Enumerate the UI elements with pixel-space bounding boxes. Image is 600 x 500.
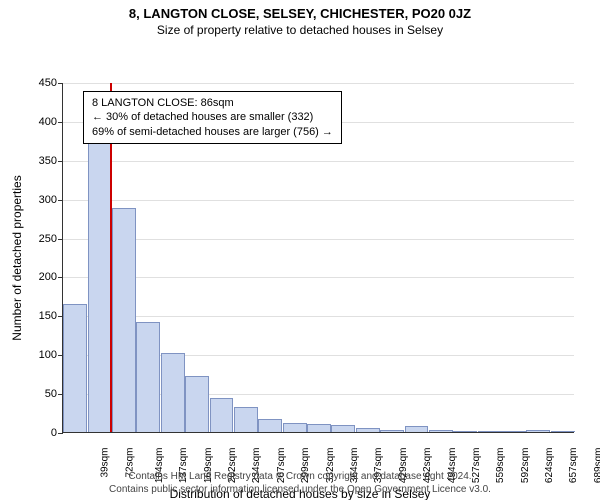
annotation-box: 8 LANGTON CLOSE: 86sqm ← 30% of detached… bbox=[83, 91, 342, 144]
xtick-label: 72sqm bbox=[124, 444, 135, 474]
histogram-bar bbox=[185, 376, 209, 432]
annotation-line: ← 30% of detached houses are smaller (33… bbox=[92, 110, 333, 124]
annotation-line: 8 LANGTON CLOSE: 86sqm bbox=[92, 96, 333, 110]
xtick-label: 39sqm bbox=[100, 444, 111, 474]
histogram-bar bbox=[161, 353, 185, 432]
histogram-bar bbox=[331, 425, 355, 432]
ytick-mark bbox=[58, 161, 63, 162]
footer-line: Contains public sector information licen… bbox=[0, 484, 600, 497]
gridline bbox=[63, 200, 574, 201]
ytick-mark bbox=[58, 200, 63, 201]
gridline bbox=[63, 316, 574, 317]
histogram-bar bbox=[429, 430, 453, 432]
ytick-label: 200 bbox=[39, 271, 57, 283]
gridline bbox=[63, 161, 574, 162]
histogram-bar bbox=[356, 428, 380, 432]
ytick-label: 0 bbox=[51, 427, 57, 439]
gridline bbox=[63, 277, 574, 278]
ytick-mark bbox=[58, 83, 63, 84]
histogram-bar bbox=[283, 423, 307, 432]
plot-area: 05010015020025030035040045039sqm72sqm104… bbox=[62, 83, 574, 433]
ytick-label: 150 bbox=[39, 310, 57, 322]
histogram-bar bbox=[526, 430, 550, 432]
ytick-label: 300 bbox=[39, 194, 57, 206]
ytick-label: 350 bbox=[39, 155, 57, 167]
histogram-bar bbox=[210, 398, 234, 432]
histogram-bar bbox=[258, 419, 282, 432]
chart-title-main: 8, LANGTON CLOSE, SELSEY, CHICHESTER, PO… bbox=[0, 6, 600, 21]
footer-line: Contains HM Land Registry data © Crown c… bbox=[0, 471, 600, 484]
ytick-label: 100 bbox=[39, 349, 57, 361]
annotation-line: 69% of semi-detached houses are larger (… bbox=[92, 125, 333, 139]
histogram-bar bbox=[551, 431, 575, 432]
histogram-bar bbox=[88, 140, 112, 432]
footer: Contains HM Land Registry data © Crown c… bbox=[0, 471, 600, 496]
ytick-label: 50 bbox=[45, 388, 57, 400]
ytick-mark bbox=[58, 122, 63, 123]
ytick-mark bbox=[58, 277, 63, 278]
ytick-mark bbox=[58, 239, 63, 240]
histogram-bar bbox=[136, 322, 160, 432]
gridline bbox=[63, 83, 574, 84]
histogram-bar bbox=[307, 424, 331, 432]
histogram-bar bbox=[112, 208, 136, 432]
histogram-bar bbox=[234, 407, 258, 432]
histogram-bar bbox=[502, 431, 526, 432]
ytick-mark bbox=[58, 433, 63, 434]
y-axis-title: Number of detached properties bbox=[10, 175, 24, 340]
histogram-bar bbox=[63, 304, 87, 432]
ytick-label: 450 bbox=[39, 77, 57, 89]
ytick-label: 400 bbox=[39, 116, 57, 128]
histogram-bar bbox=[405, 426, 429, 432]
ytick-label: 250 bbox=[39, 233, 57, 245]
histogram-bar bbox=[453, 431, 477, 432]
chart-title-sub: Size of property relative to detached ho… bbox=[0, 23, 600, 37]
gridline bbox=[63, 239, 574, 240]
histogram-bar bbox=[380, 430, 404, 432]
histogram-bar bbox=[478, 431, 502, 432]
